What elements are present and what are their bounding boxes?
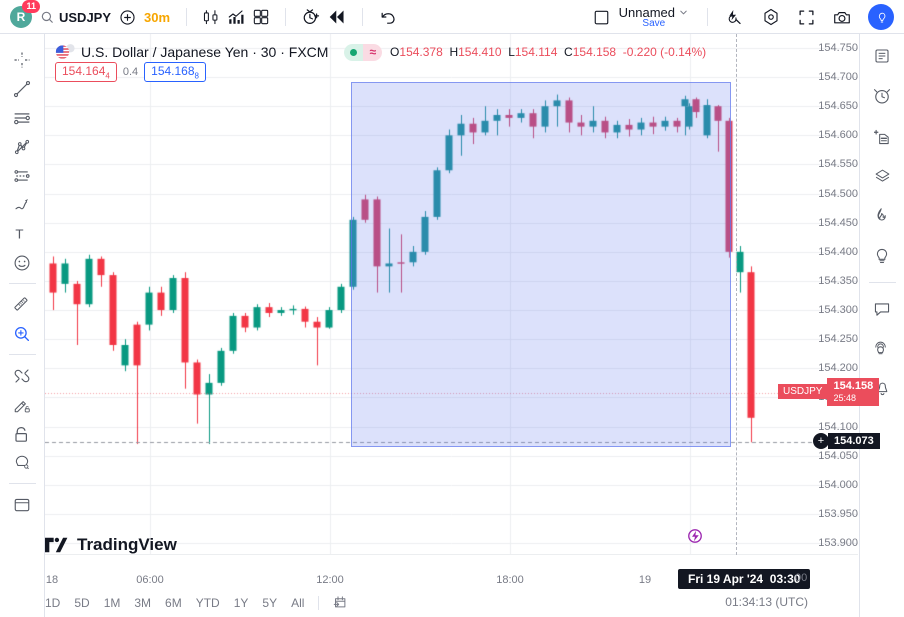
svg-text:T: T [15,226,23,241]
